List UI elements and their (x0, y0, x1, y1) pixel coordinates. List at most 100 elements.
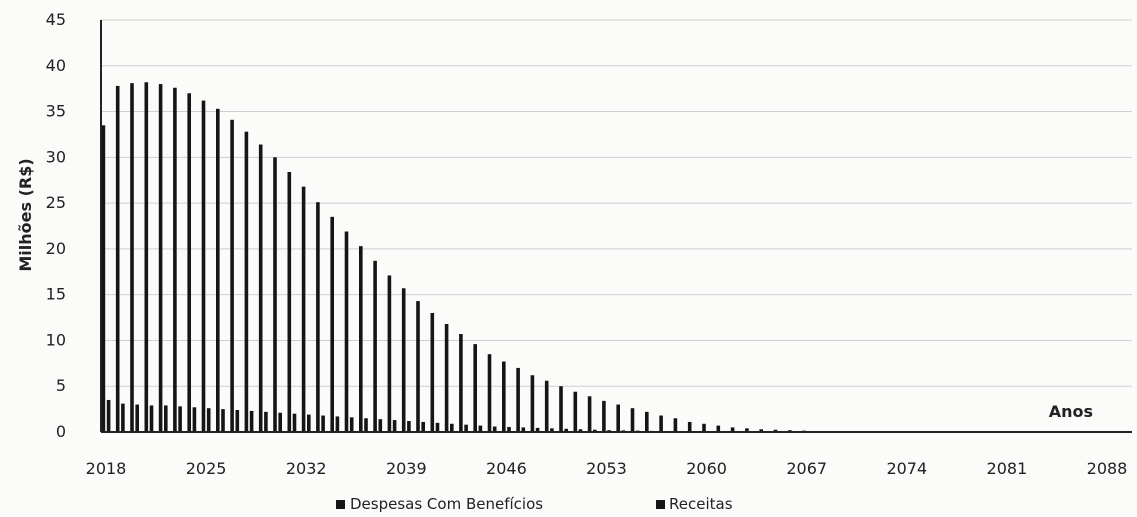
bar-receitas (392, 420, 397, 432)
bar-receitas (164, 405, 168, 432)
bar-receitas (121, 403, 125, 432)
legend-swatch-receitas (656, 500, 665, 509)
y-tick-label: 5 (56, 376, 66, 395)
bar-receitas (249, 410, 254, 432)
bar-despesas (444, 323, 449, 432)
bar-despesas (573, 391, 578, 432)
bar-despesas (401, 288, 406, 432)
bar-despesas (645, 411, 649, 432)
bar-despesas (502, 361, 506, 432)
bar-despesas (587, 396, 592, 432)
bar-despesas (430, 312, 435, 432)
bar-despesas (544, 380, 549, 432)
bar-receitas (292, 413, 297, 432)
x-tick-label: 2053 (586, 459, 627, 478)
bar-receitas (450, 423, 454, 432)
x-axis-tick-labels: 2018 2025 2032 2039 2046 2053 2060 2067 2074 2081… (86, 459, 1128, 478)
bar-receitas (464, 424, 468, 432)
x-tick-label: 2081 (987, 459, 1028, 478)
bars (101, 82, 1021, 433)
bar-receitas (593, 429, 597, 432)
bar-despesas (158, 84, 163, 432)
bar-despesas (130, 83, 134, 432)
bar-receitas (378, 419, 383, 432)
bar-despesas (516, 367, 520, 432)
bar-receitas (478, 425, 483, 432)
bar-despesas (301, 186, 306, 432)
x-tick-label: 2039 (386, 459, 427, 478)
bar-despesas (101, 125, 106, 433)
bar-despesas (316, 202, 320, 432)
y-tick-label: 45 (46, 10, 66, 29)
y-tick-label: 30 (46, 147, 66, 166)
gridlines (101, 19, 1132, 387)
bar-despesas (244, 131, 249, 432)
bar-receitas (521, 427, 526, 432)
bar-despesas (173, 87, 177, 433)
bar-despesas (630, 408, 635, 432)
bar-despesas (330, 216, 334, 432)
y-tick-label: 40 (46, 56, 66, 75)
y-tick-label: 10 (46, 330, 66, 349)
y-tick-label: 0 (56, 422, 66, 441)
bar-despesas (459, 334, 463, 432)
bar-receitas (278, 412, 282, 432)
bar-despesas (773, 429, 778, 432)
bar-receitas (492, 426, 497, 432)
y-tick-label: 20 (46, 239, 66, 258)
bar-despesas (616, 404, 620, 432)
bar-receitas (178, 406, 182, 432)
bar-despesas (745, 428, 749, 432)
x-tick-label: 2018 (86, 459, 127, 478)
bar-receitas (321, 415, 325, 432)
bar-receitas (235, 410, 240, 432)
bar-receitas (206, 408, 211, 432)
bar-receitas (221, 409, 225, 432)
bar-despesas (144, 82, 149, 432)
bar-despesas (187, 93, 191, 432)
bar-despesas (730, 427, 735, 432)
y-axis-tick-labels: 0 5 10 15 20 25 30 35 40 45 (46, 10, 66, 441)
legend-label-despesas: Despesas Com Benefícios (350, 495, 543, 513)
bar-receitas (535, 427, 540, 432)
x-tick-label: 2032 (286, 459, 327, 478)
x-tick-label: 2067 (786, 459, 827, 478)
x-tick-label: 2074 (886, 459, 927, 478)
bar-despesas (530, 375, 535, 432)
bar-despesas (344, 231, 349, 432)
y-axis-title: Milhões (R$) (16, 158, 35, 271)
bar-receitas (135, 404, 139, 432)
bar-despesas (759, 429, 763, 432)
bar-despesas (373, 260, 377, 432)
bar-despesas (115, 85, 120, 433)
bar-despesas (416, 301, 420, 432)
bar-receitas (564, 428, 568, 432)
bar-despesas (659, 415, 663, 432)
x-tick-label: 2046 (486, 459, 527, 478)
bar-receitas (335, 416, 340, 432)
bar-despesas (673, 418, 678, 432)
bar-receitas (407, 421, 411, 432)
bar-despesas (216, 108, 220, 432)
bar-receitas (578, 429, 583, 432)
bar-receitas (307, 414, 311, 432)
legend: Despesas Com Benefícios Receitas (336, 495, 733, 513)
x-axis-title: Anos (1049, 402, 1093, 421)
bar-despesas (716, 425, 721, 432)
bar-despesas (387, 275, 392, 432)
y-tick-label: 25 (46, 193, 66, 212)
bar-receitas (507, 426, 511, 432)
bar-receitas (349, 417, 354, 432)
bar-receitas (550, 428, 554, 432)
bar-despesas (359, 246, 363, 432)
x-tick-label: 2025 (186, 459, 227, 478)
bar-receitas (106, 399, 111, 432)
bar-receitas (421, 421, 425, 432)
bar-despesas (287, 171, 292, 432)
bar-despesas (702, 423, 706, 432)
bar-receitas (192, 407, 197, 432)
bar-despesas (559, 386, 563, 432)
bar-despesas (473, 344, 477, 432)
